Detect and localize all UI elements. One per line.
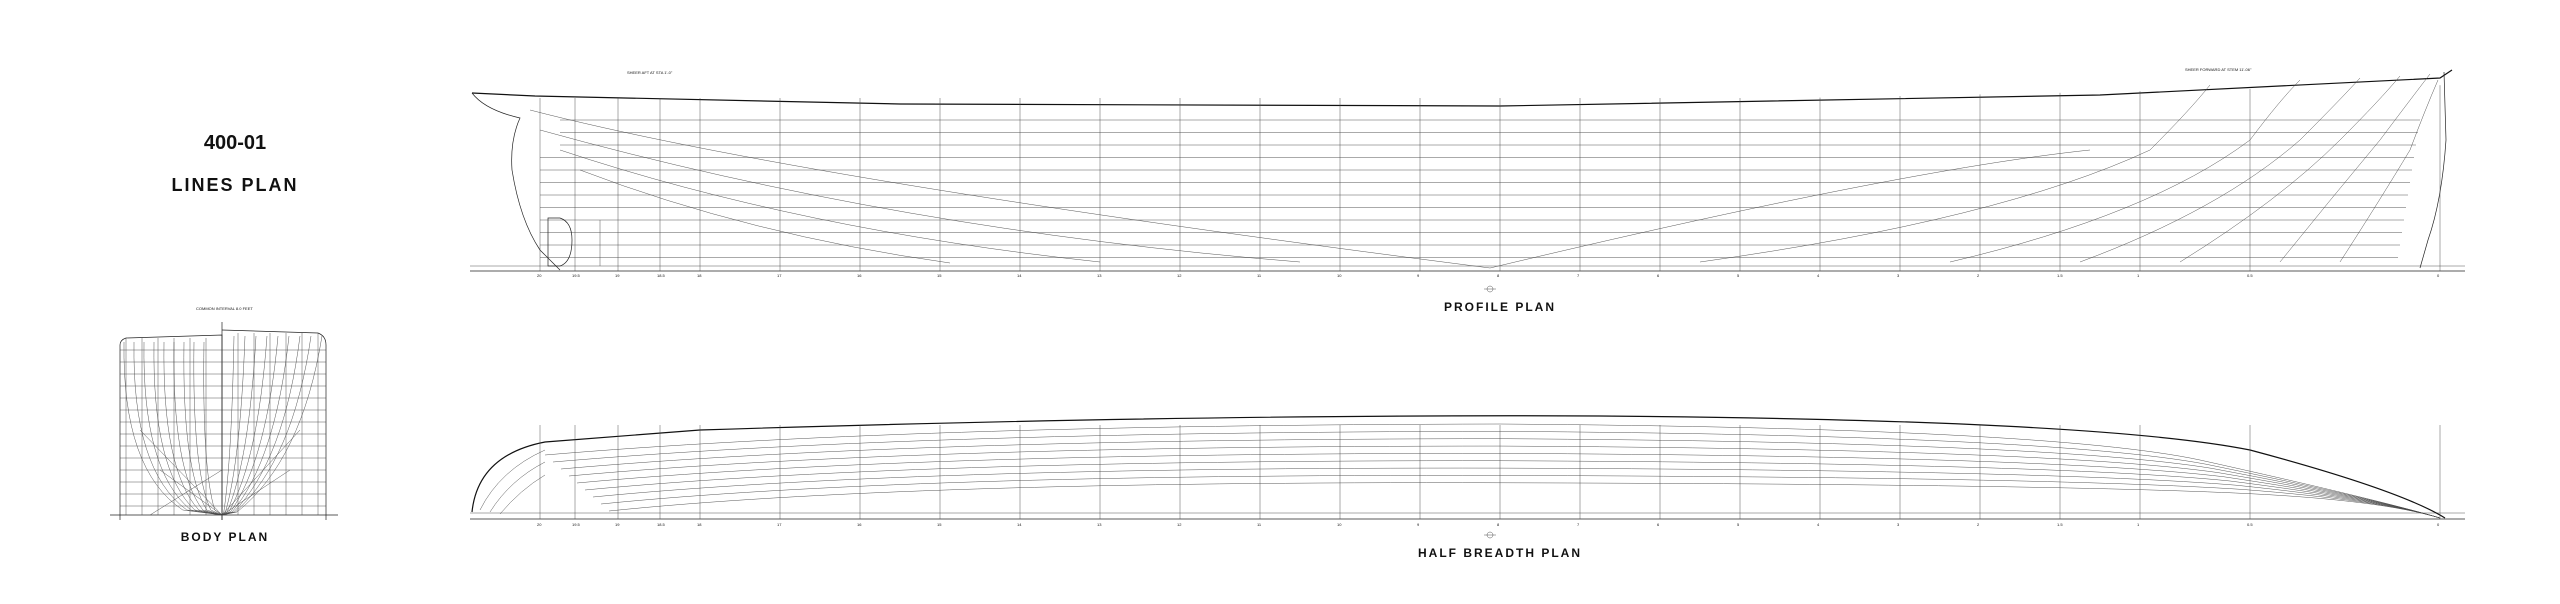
drawing-title: LINES PLAN	[171, 175, 299, 195]
station-label: 3	[1897, 273, 1900, 278]
station-label: 19.5	[572, 273, 580, 278]
station-label: 7	[1577, 522, 1580, 527]
sheer-forward-note: SHEER FORWARD AT STEM 11'-06"	[2185, 67, 2252, 72]
station-label: 19	[615, 273, 620, 278]
station-label: 17	[777, 522, 782, 527]
station-label: 16	[857, 522, 862, 527]
station-label: 6	[1657, 273, 1660, 278]
station-label: 1	[2137, 273, 2140, 278]
body-plan-note: COMMON INTERVAL 8.0 FEET	[196, 306, 253, 311]
station-label: 11	[1257, 522, 1262, 527]
station-label: 13	[1097, 522, 1102, 527]
station-labels: 20 19.5 19 18.5 18 17 16 15 14 13 12 11 10 9 8 7 6 5 4 3 2 1.…	[0, 273, 2560, 281]
station-label: 4	[1817, 273, 1820, 278]
station-labels-half-breadth: 20 19.5 19 18.5 18 17 16 15 14 13 12 11 10 9 8 7 6 5 4 3 2 1.…	[0, 522, 2560, 530]
station-label: 14	[1017, 522, 1022, 527]
station-label: 19	[615, 522, 620, 527]
station-label: 15	[937, 522, 942, 527]
body-plan-drawing	[110, 322, 338, 520]
station-label: 11	[1257, 273, 1262, 278]
station-label: 17	[777, 273, 782, 278]
station-label: 18	[697, 522, 702, 527]
station-label: 1	[2137, 522, 2140, 527]
station-label: 0.5	[2247, 522, 2253, 527]
station-label: 5	[1737, 273, 1740, 278]
station-label: 13	[1097, 273, 1102, 278]
station-label: 14	[1017, 273, 1022, 278]
station-label: 8	[1497, 522, 1500, 527]
profile-plan-drawing	[470, 69, 2465, 293]
station-label: 5	[1737, 522, 1740, 527]
station-label: 16	[857, 273, 862, 278]
half-breadth-plan-caption: HALF BREADTH PLAN	[1418, 546, 1582, 560]
station-label: 10	[1337, 273, 1342, 278]
station-label: 1.5	[2057, 522, 2063, 527]
drawing-number: 400-01	[203, 132, 267, 154]
station-label: 8	[1497, 273, 1500, 278]
station-label: 12	[1177, 273, 1182, 278]
station-label: 9	[1417, 273, 1420, 278]
station-label: 7	[1577, 273, 1580, 278]
station-label: 12	[1177, 522, 1182, 527]
half-breadth-plan-drawing	[470, 415, 2465, 539]
station-label: 0.5	[2247, 273, 2253, 278]
station-label: 15	[937, 273, 942, 278]
station-label: 1.5	[2057, 273, 2063, 278]
station-label: 18.5	[657, 273, 665, 278]
body-plan-caption: BODY PLAN	[180, 530, 270, 544]
profile-plan-caption: PROFILE PLAN	[1443, 300, 1556, 314]
station-label: 19.5	[572, 522, 580, 527]
station-label: 0	[2437, 522, 2440, 527]
station-label: 3	[1897, 522, 1900, 527]
station-label: 9	[1417, 522, 1420, 527]
station-label: 0	[2437, 273, 2440, 278]
station-label: 20	[537, 522, 542, 527]
station-label: 6	[1657, 522, 1660, 527]
station-label: 18.5	[657, 522, 665, 527]
sheer-aft-note: SHEER AFT AT STA 1'-0"	[627, 70, 673, 75]
station-label: 4	[1817, 522, 1820, 527]
station-label: 10	[1337, 522, 1342, 527]
station-label: 18	[697, 273, 702, 278]
station-label: 2	[1977, 522, 1980, 527]
station-label: 2	[1977, 273, 1980, 278]
station-label: 20	[537, 273, 542, 278]
